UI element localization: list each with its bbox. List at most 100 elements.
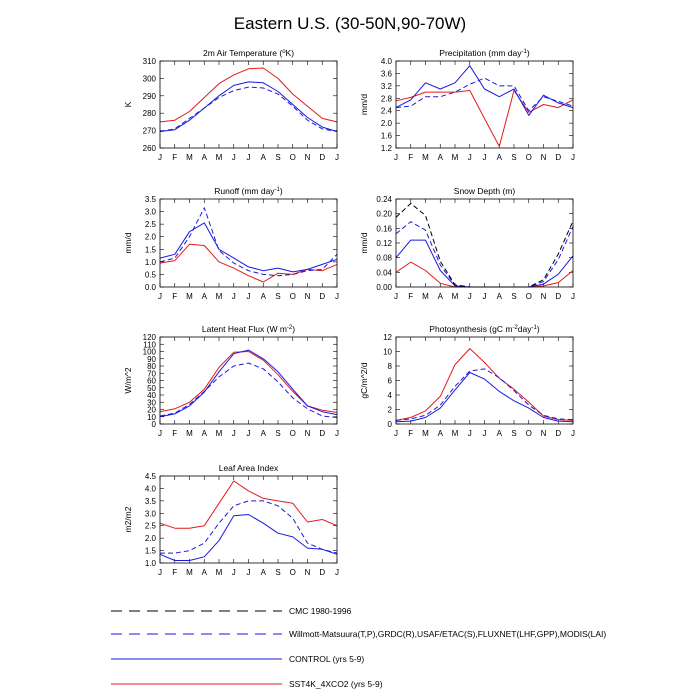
x-tick-label: M xyxy=(452,153,459,162)
legend-item: SST4K_4XCO2 (yrs 5-9) xyxy=(111,679,383,689)
series-line xyxy=(159,243,338,283)
y-axis-label: W/m^2 xyxy=(123,367,133,393)
y-axis-label: gC/m^2/d xyxy=(359,362,369,398)
x-tick-label: J xyxy=(483,292,487,301)
panel-5: Latent Heat Flux (W m-2) W/m^2 01020304050… xyxy=(123,324,339,438)
x-tick-label: J xyxy=(158,429,162,438)
series-line xyxy=(395,65,574,116)
y-axis-label: mm/d xyxy=(123,232,133,254)
panel-title: Latent Heat Flux (W m-2) xyxy=(202,324,295,334)
x-tick-label: D xyxy=(319,429,325,438)
figure-title: Eastern U.S. (30-50N,90-70W) xyxy=(234,14,466,33)
x-tick-label: A xyxy=(261,292,267,301)
y-tick-label: 0.24 xyxy=(376,195,392,204)
x-tick-label: M xyxy=(216,153,223,162)
x-tick-label: F xyxy=(172,153,177,162)
x-tick-label: D xyxy=(319,568,325,577)
y-tick-label: 1.6 xyxy=(381,132,393,141)
y-tick-label: 280 xyxy=(143,109,157,118)
x-tick-label: M xyxy=(216,292,223,301)
x-tick-label: J xyxy=(158,153,162,162)
x-tick-label: J xyxy=(247,292,251,301)
panel-title-tail: day xyxy=(518,324,532,334)
series-line xyxy=(159,362,338,418)
y-tick-label: 40 xyxy=(147,391,156,400)
y-axis-label: K xyxy=(123,101,133,107)
x-tick-label: O xyxy=(290,429,296,438)
series-line xyxy=(395,348,574,421)
x-tick-label: S xyxy=(275,292,280,301)
x-tick-label: A xyxy=(438,429,444,438)
series-line xyxy=(395,368,574,421)
panel-3: Runoff (mm day-1) mm/d 0.0 0.5 1.0 1.5 2.0 2.5 3… xyxy=(123,186,339,301)
y-tick-label: 1.0 xyxy=(145,559,157,568)
panel-title-main: Snow Depth (m) xyxy=(454,186,516,196)
legend-label: CMC 1980-1996 xyxy=(289,606,352,616)
x-tick-label: F xyxy=(172,568,177,577)
x-tick-label: N xyxy=(541,292,547,301)
x-tick-label: A xyxy=(202,568,208,577)
y-tick-label: 3.0 xyxy=(145,509,157,518)
y-tick-label: 4.5 xyxy=(145,472,157,481)
x-tick-label: A xyxy=(202,429,208,438)
panel-title: Snow Depth (m) xyxy=(454,186,516,196)
x-tick-label: N xyxy=(541,429,547,438)
series-line xyxy=(159,349,338,418)
x-tick-label: A xyxy=(438,292,444,301)
y-tick-label: 4 xyxy=(388,391,393,400)
x-tick-label: M xyxy=(422,153,429,162)
y-tick-label: 310 xyxy=(143,57,157,66)
y-tick-label: 120 xyxy=(143,333,157,342)
y-tick-label: 70 xyxy=(147,369,156,378)
y-tick-label: 50 xyxy=(147,384,156,393)
x-tick-label: O xyxy=(290,153,296,162)
series-line xyxy=(159,514,338,561)
x-tick-label: J xyxy=(483,153,487,162)
y-tick-label: 260 xyxy=(143,144,157,153)
x-tick-label: S xyxy=(275,153,280,162)
panel-1: 2m Air Temperature (oK) K 260 270 280 290 300 3… xyxy=(123,48,339,162)
x-tick-label: M xyxy=(186,292,193,301)
panel-title-sup: -1 xyxy=(275,187,281,193)
y-tick-label: 4.0 xyxy=(145,484,157,493)
series-line xyxy=(395,202,574,288)
panel-title: Precipitation (mm day-1) xyxy=(439,48,530,58)
x-tick-label: J xyxy=(483,429,487,438)
x-tick-label: J xyxy=(232,429,236,438)
series-line xyxy=(395,221,574,288)
x-tick-label: F xyxy=(408,153,413,162)
x-tick-label: M xyxy=(216,568,223,577)
x-tick-label: J xyxy=(394,429,398,438)
x-tick-label: M xyxy=(186,429,193,438)
y-tick-label: 2.8 xyxy=(381,94,393,103)
legend-label: CONTROL (yrs 5-9) xyxy=(289,654,364,664)
x-tick-label: A xyxy=(497,429,503,438)
y-tick-label: 3.5 xyxy=(145,497,157,506)
panel-4: Snow Depth (m) mm/d 0.00 0.04 0.08 0.12 0.16 0.… xyxy=(359,186,575,301)
y-tick-label: 2 xyxy=(388,406,393,415)
x-tick-label: N xyxy=(305,292,311,301)
x-tick-label: S xyxy=(511,153,516,162)
y-tick-label: 2.0 xyxy=(381,119,393,128)
panel-title-sup: -1 xyxy=(522,49,528,55)
y-tick-label: 2.0 xyxy=(145,233,157,242)
y-axis-label: mm/d xyxy=(359,94,369,116)
legend-item: CMC 1980-1996 xyxy=(111,606,352,616)
x-tick-label: A xyxy=(202,292,208,301)
panel-title: Runoff (mm day-1) xyxy=(214,186,283,196)
y-tick-label: 0.04 xyxy=(376,268,392,277)
plot-frame xyxy=(395,198,574,288)
x-tick-label: S xyxy=(511,292,516,301)
x-tick-label: J xyxy=(247,568,251,577)
y-tick-label: 0.16 xyxy=(376,224,392,233)
x-tick-label: O xyxy=(526,292,532,301)
x-tick-label: N xyxy=(541,153,547,162)
plot-frame xyxy=(159,336,338,425)
x-tick-label: J xyxy=(468,292,472,301)
x-tick-label: J xyxy=(571,429,575,438)
y-tick-label: 1.0 xyxy=(145,258,157,267)
plot-frame xyxy=(395,336,574,425)
x-tick-label: N xyxy=(305,429,311,438)
y-axis-label: mm/d xyxy=(359,232,369,254)
